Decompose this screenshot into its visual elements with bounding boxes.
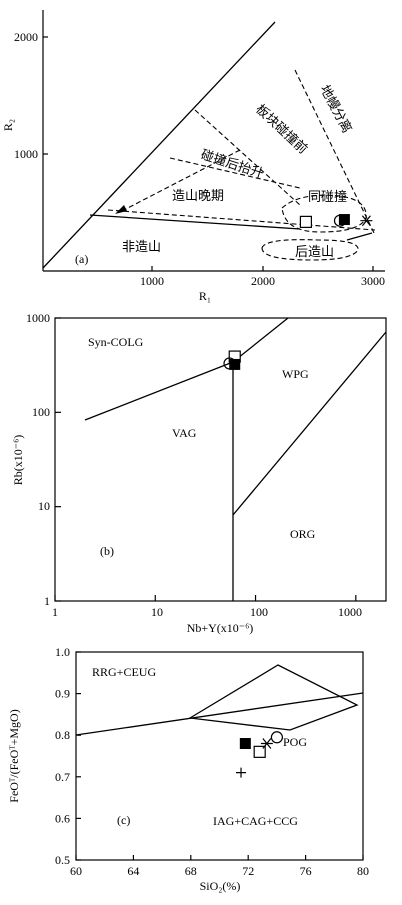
- c-field-label: POG: [283, 735, 307, 749]
- c-ytick: 0.6: [55, 811, 70, 825]
- panel-c: 60 64 68 72 76 80 0.5 0.6 0.7 0.8 0.9 1.0 SiO₂(%) F…: [7, 645, 369, 893]
- a-xtick: 2000: [251, 274, 275, 288]
- panel-a: 2000 1000 1000 2000 3000 R₁ R₂ 非造山 造山晚期 …: [1, 10, 385, 303]
- open-circle-marker: [223, 357, 236, 370]
- c-ytick: 0.9: [55, 687, 70, 701]
- c-ytick: 0.5: [55, 853, 70, 867]
- a-points: [299, 214, 373, 228]
- a-field-label: 造山晚期: [172, 189, 224, 204]
- b-xtick: 1000: [338, 605, 362, 619]
- c-xtick: 76: [300, 864, 312, 878]
- b-ytick: 1000: [26, 311, 50, 325]
- c-ytick: 0.8: [55, 728, 70, 742]
- c-plot-frame: [75, 651, 364, 861]
- a-field-label: 板块碰撞前: [252, 101, 310, 157]
- b-field-label: WPG: [282, 367, 309, 381]
- a-syncollision-field: [281, 194, 367, 233]
- c-pog-field: [188, 664, 359, 731]
- a-arrow-head: [115, 205, 127, 214]
- b-plot-frame: [54, 317, 387, 602]
- b-ticks: [54, 317, 357, 602]
- a-field-label: 非造山: [122, 240, 161, 255]
- a-panel-label: (a): [75, 252, 88, 266]
- c-ticks: 60 64 68 72 76 80 0.5 0.6 0.7 0.8 0.9 1.0: [55, 645, 369, 878]
- a-field-label: 同碰撞: [308, 190, 347, 205]
- c-xtick: 68: [185, 864, 197, 878]
- c-xtick: 64: [127, 864, 139, 878]
- c-field-label: RRG+CEUG: [92, 665, 156, 679]
- open-square-marker: [299, 215, 312, 228]
- b-ytick: 1: [44, 594, 50, 608]
- c-y-label: FeOᵀ/(FeOᵀ+MgO): [7, 709, 21, 802]
- a-boundary-dashed: [294, 69, 376, 236]
- filled-square-marker: [338, 214, 350, 226]
- c-field-label: IAG+CAG+CCG: [213, 814, 298, 828]
- a-boundary-dashed: [107, 209, 376, 231]
- c-xtick: 80: [357, 864, 369, 878]
- c-xtick: 60: [70, 864, 82, 878]
- c-panel-label: (c): [117, 813, 130, 827]
- b-xtick: 1: [52, 605, 58, 619]
- b-points: [223, 350, 241, 370]
- b-xtick: 10: [151, 605, 163, 619]
- open-square-marker: [253, 745, 266, 758]
- b-field-label: ORG: [290, 527, 316, 541]
- a-boundary-dashed: [169, 157, 301, 189]
- b-field-label: VAG: [172, 426, 197, 440]
- c-ytick: 0.7: [55, 770, 70, 784]
- b-boundary: [232, 331, 387, 516]
- b-panel-label: (b): [100, 544, 114, 558]
- a-xtick: 1000: [140, 274, 164, 288]
- b-ytick: 10: [38, 499, 50, 513]
- a-field-label: 后造山: [295, 245, 334, 260]
- a-xtick: 3000: [361, 274, 385, 288]
- b-ytick: 100: [32, 405, 50, 419]
- a-y-label: R₂: [1, 119, 15, 131]
- b-boundary: [84, 361, 234, 421]
- a-x-label: R₁: [199, 289, 211, 303]
- b-boundary: [232, 317, 289, 363]
- open-circle-marker: [333, 214, 347, 227]
- c-points: [236, 731, 283, 778]
- panel-b: 1000 100 10 1 1 10 100 1000 Nb+Y(x10⁻⁶) …: [11, 311, 387, 635]
- b-x-label: Nb+Y(x10⁻⁶): [187, 621, 254, 635]
- a-arrow-line: [119, 149, 241, 213]
- c-x-label: SiO₂(%): [200, 879, 241, 893]
- open-circle-marker: [270, 731, 283, 744]
- a-boundary: [89, 214, 373, 241]
- filled-square-marker: [239, 738, 251, 750]
- a-ytick: 2000: [14, 30, 38, 44]
- b-xtick: 100: [250, 605, 268, 619]
- plus-marker: [236, 767, 247, 778]
- c-ytick: 1.0: [55, 645, 70, 659]
- c-boundary-line: [75, 692, 364, 736]
- a-field-label: 地幔分离: [316, 82, 355, 135]
- star-marker: [260, 738, 273, 749]
- a-ytick: 1000: [14, 147, 38, 161]
- b-y-label: Rb(x10⁻⁶): [11, 435, 25, 486]
- a-boundary-line: [42, 21, 276, 269]
- b-field-label: Syn-COLG: [88, 335, 144, 349]
- a-field-label: 碰撞后抬升: [199, 148, 265, 182]
- c-xtick: 72: [242, 864, 254, 878]
- star-marker: [360, 215, 373, 227]
